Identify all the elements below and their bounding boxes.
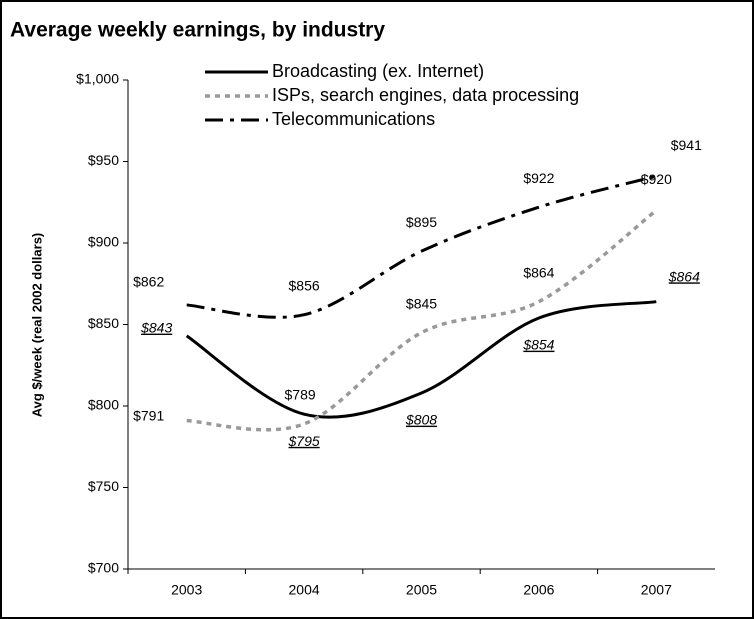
y-tick-label: $700 [88,560,119,576]
x-tick-label: 2003 [171,582,202,598]
data-label: $856 [289,277,320,293]
data-label: $941 [671,137,702,153]
legend-label: Telecommunications [272,109,435,129]
y-tick-label: $1,000 [76,71,119,87]
data-label: $843 [140,320,172,336]
data-label: $845 [406,295,437,311]
x-tick-label: 2005 [406,582,437,598]
series-line [185,300,657,419]
data-label: $854 [522,337,554,353]
x-tick-label: 2006 [523,582,554,598]
y-tick-label: $950 [88,152,119,168]
data-label: $922 [523,170,554,186]
data-label: $862 [133,274,164,290]
series-line [186,209,658,432]
y-tick-label: $850 [88,315,119,331]
data-label: $808 [405,412,437,428]
y-tick-label: $900 [88,234,119,250]
y-tick-label: $800 [88,397,119,413]
chart-title: Average weekly earnings, by industry [10,19,385,42]
series-line [186,174,657,319]
x-tick-label: 2004 [289,582,320,598]
data-label: $795 [288,433,320,449]
legend-label: Broadcasting (ex. Internet) [272,61,484,81]
y-tick-label: $750 [88,478,119,494]
data-label: $864 [668,268,700,284]
data-label: $789 [285,387,316,403]
data-label: $791 [133,407,164,423]
y-axis-label: Avg $/week (real 2002 dollars) [29,233,44,418]
x-tick-label: 2007 [641,582,672,598]
data-label: $864 [523,264,554,280]
data-label: $895 [406,214,437,230]
legend-label: ISPs, search engines, data processing [272,85,579,105]
data-label: $920 [641,171,672,187]
